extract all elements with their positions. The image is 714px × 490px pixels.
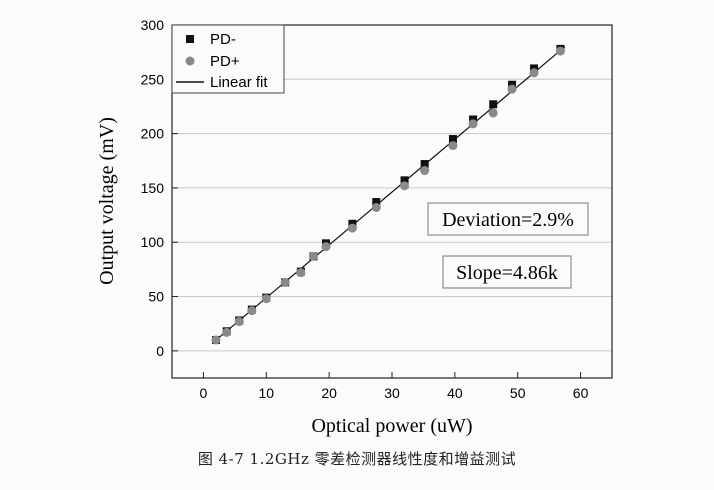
data-point-pd-plus <box>247 306 257 316</box>
data-point-pd-plus <box>234 317 244 327</box>
data-point-pd-plus <box>507 84 517 94</box>
data-point-pd-minus <box>372 198 381 207</box>
legend-label-linear-fit: Linear fit <box>210 74 268 91</box>
x-tick-label: 40 <box>447 385 463 401</box>
data-point-pd-plus <box>222 327 232 337</box>
x-tick-label: 60 <box>573 385 589 401</box>
annotation-deviation-box <box>427 202 589 236</box>
x-tick-label: 10 <box>258 385 274 401</box>
data-point-pd-plus <box>296 268 306 278</box>
annotation-slope-box <box>442 255 572 289</box>
data-point-pd-plus <box>347 223 357 233</box>
data-point-pd-plus <box>468 119 478 129</box>
legend-label-pd-plus: PD+ <box>210 53 240 70</box>
figure-caption: 图 4-7 1.2GHz 零差检测器线性度和增益测试 <box>197 450 517 468</box>
data-point-pd-plus <box>555 46 565 56</box>
x-tick-label: 50 <box>510 385 526 401</box>
y-tick-label: 50 <box>148 289 164 305</box>
legend: PD- PD+ Linear fit <box>171 24 285 94</box>
y-tick-label: 0 <box>156 343 164 359</box>
y-axis-label: Output voltage (mV) <box>96 117 118 285</box>
y-tick-label: 200 <box>141 126 165 142</box>
data-point-pd-minus <box>448 135 457 144</box>
data-point-pd-plus <box>488 108 498 118</box>
data-point-pd-plus <box>371 202 381 212</box>
annotation-deviation: Deviation=2.9% <box>427 202 589 236</box>
x-tick-label: 20 <box>321 385 337 401</box>
data-point-pd-plus <box>308 251 318 261</box>
chart: 0 50 100 150 200 250 300 0 10 20 30 40 50 60 Optical … <box>96 17 613 437</box>
data-point-pd-minus <box>420 160 429 169</box>
y-tick-label: 150 <box>141 180 165 196</box>
data-point-pd-plus <box>211 335 221 345</box>
data-point-pd-minus <box>489 100 498 109</box>
data-point-pd-plus <box>321 242 331 252</box>
x-axis-label: Optical power (uW) <box>311 415 472 437</box>
linear-fit-line <box>212 46 566 344</box>
legend-marker-pd-plus <box>185 56 195 66</box>
data-point-pd-plus <box>448 141 458 151</box>
data-point-pd-plus <box>280 277 290 287</box>
legend-marker-pd-minus <box>186 35 194 43</box>
data-points <box>211 44 565 345</box>
y-tick-label: 250 <box>141 71 165 87</box>
data-point-pd-plus <box>529 68 539 78</box>
y-tick-label: 300 <box>141 17 165 33</box>
axis-ticks: 0 50 100 150 200 250 300 0 10 20 30 40 50 60 <box>141 17 589 401</box>
data-point-pd-minus <box>400 176 409 185</box>
data-point-pd-plus <box>261 294 271 304</box>
legend-label-pd-minus: PD- <box>210 31 236 48</box>
data-point-pd-plus <box>400 181 410 191</box>
x-tick-label: 30 <box>384 385 400 401</box>
data-point-pd-plus <box>420 166 430 176</box>
y-tick-label: 100 <box>141 234 165 250</box>
annotation-slope-text: Slope=4.86k <box>456 262 558 284</box>
x-tick-label: 0 <box>200 385 208 401</box>
annotation-slope: Slope=4.86k <box>442 255 572 289</box>
annotation-deviation-text: Deviation=2.9% <box>442 209 574 231</box>
